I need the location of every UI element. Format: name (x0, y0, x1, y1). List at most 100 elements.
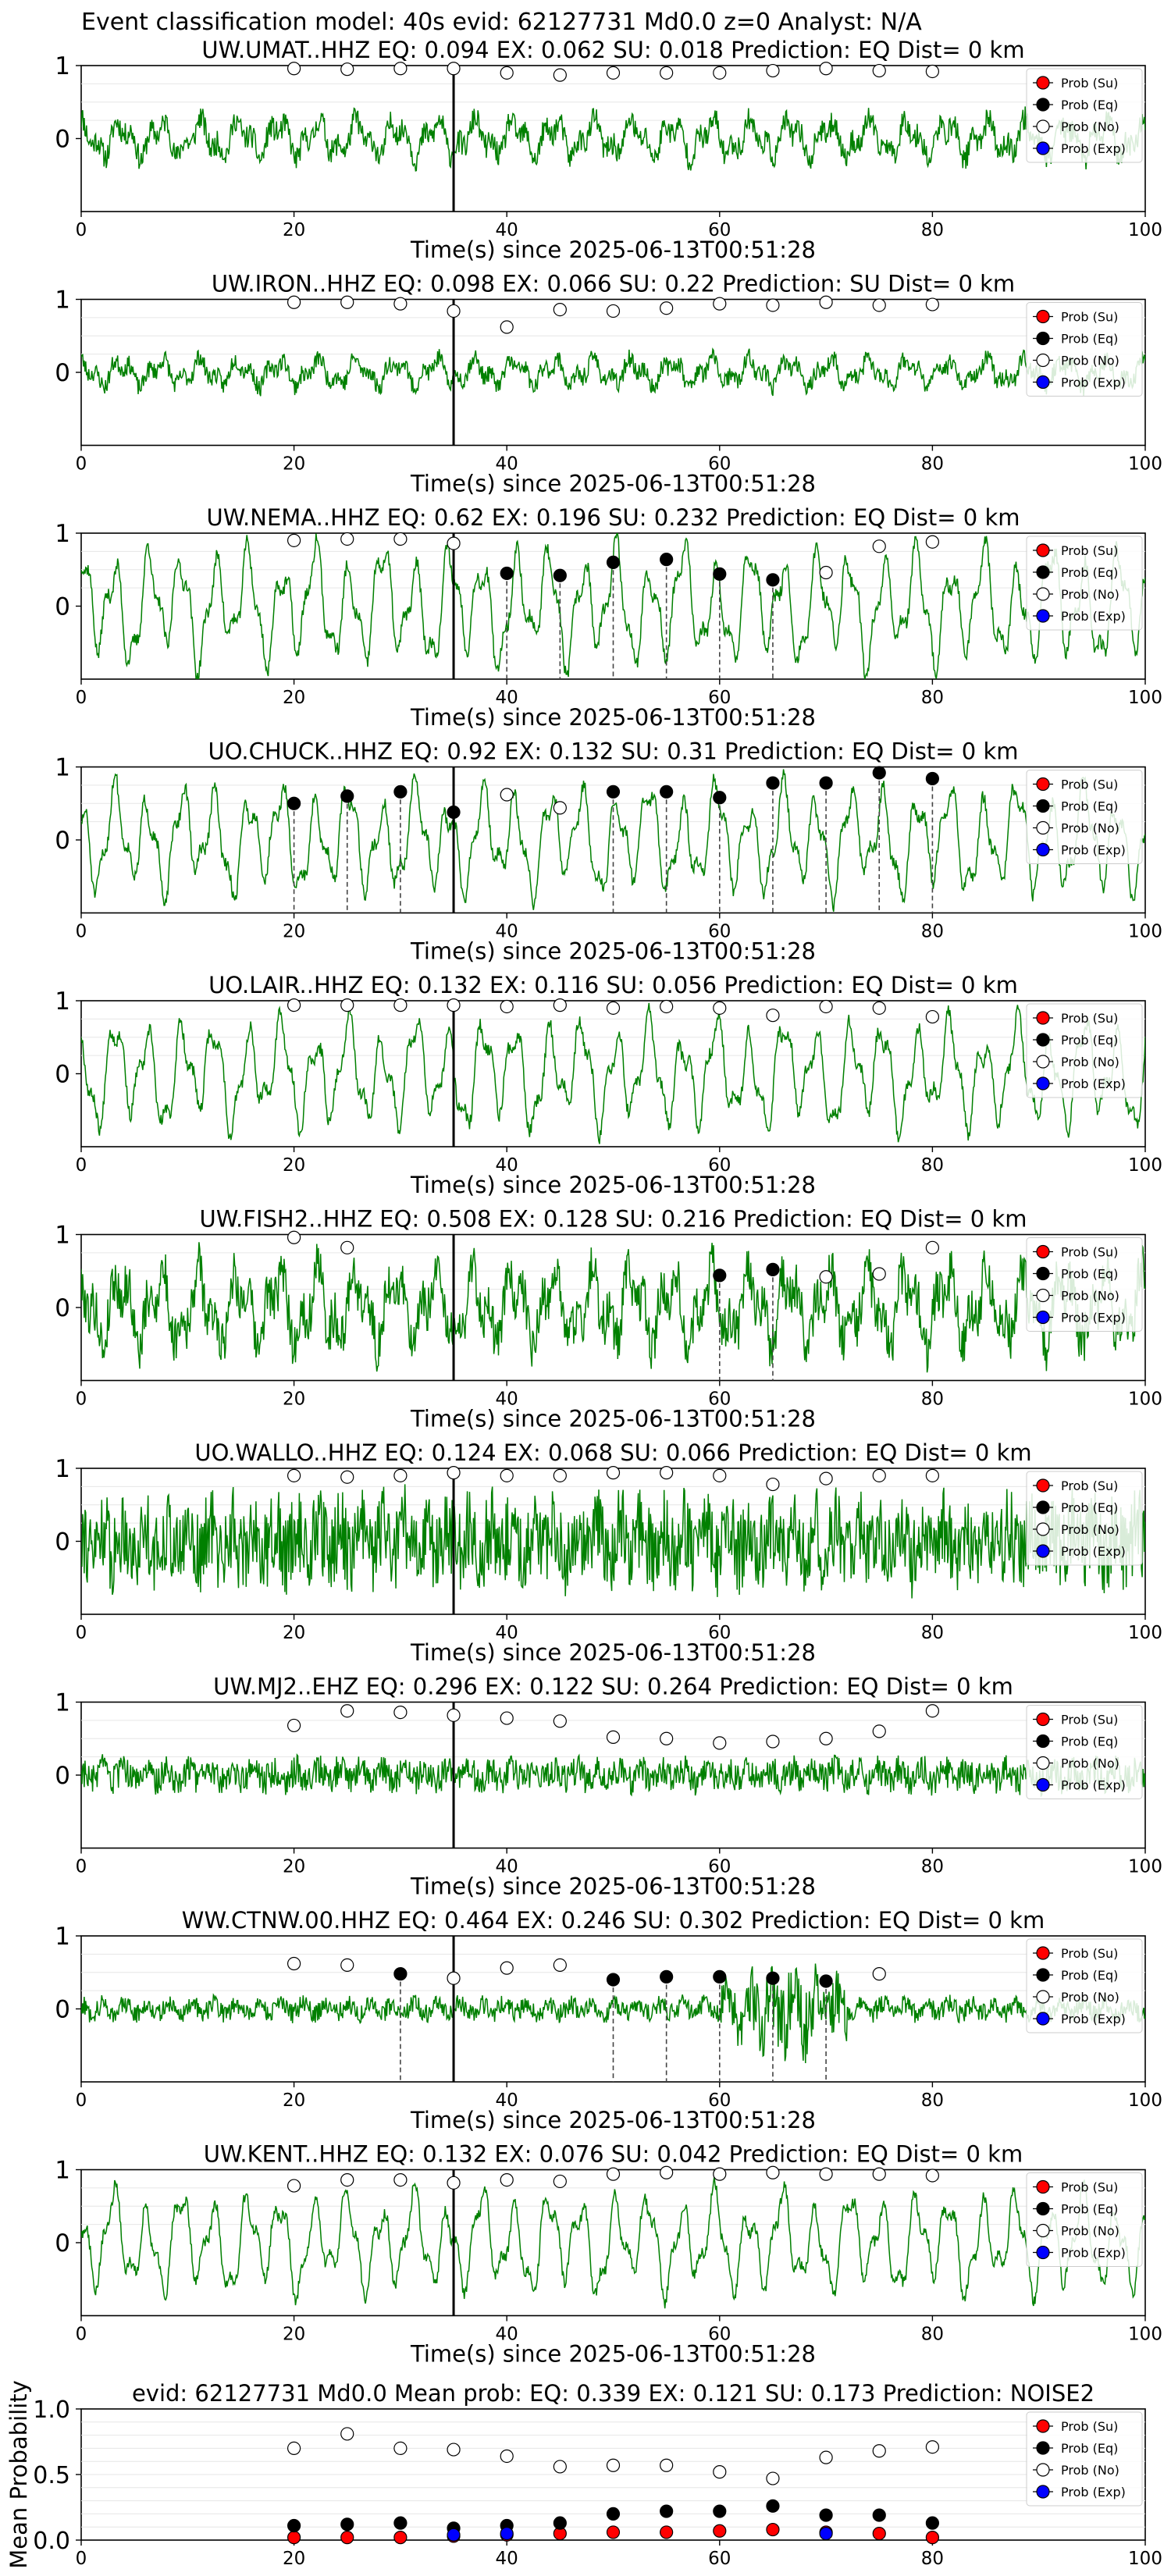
legend-label: Prob (Exp) (1061, 843, 1126, 858)
prob-point (393, 785, 408, 799)
y-tick-label: 1 (55, 1689, 70, 1717)
legend-label: Prob (No) (1061, 821, 1119, 836)
x-tick-label: 20 (283, 1857, 305, 1877)
y-tick-label: 0 (55, 359, 70, 387)
x-tick-label: 80 (921, 1623, 944, 1643)
prob-point (553, 1468, 567, 1482)
x-tick-label: 0 (76, 1155, 87, 1176)
x-tick-label: 40 (496, 1155, 518, 1176)
prob-point (872, 1967, 886, 1981)
prob-point (553, 568, 567, 582)
waveform-trace (81, 347, 1145, 397)
legend-box (1026, 770, 1143, 864)
legend-box (1026, 1938, 1143, 2033)
legend-box (1026, 302, 1143, 397)
x-tick-label: 80 (921, 2090, 944, 2111)
waveform-trace (81, 769, 1145, 912)
x-tick-label: 100 (1128, 2549, 1162, 2569)
x-tick-label: 60 (708, 454, 731, 475)
mean-prob-point (393, 2531, 408, 2545)
panel-title: UW.UMAT..HHZ EQ: 0.094 EX: 0.062 SU: 0.0… (201, 37, 1024, 63)
legend-label: Prob (Exp) (1061, 1076, 1126, 1091)
prob-point (500, 566, 514, 581)
legend-marker-icon (1036, 1968, 1050, 1982)
mean-prob-point (925, 2531, 940, 2545)
legend-box (1026, 535, 1143, 631)
prob-point (766, 1477, 780, 1492)
legend-marker-icon (1036, 1777, 1050, 1792)
prob-point (819, 1270, 833, 1284)
prob-point (447, 2176, 461, 2190)
prob-point (713, 1969, 727, 1984)
x-tick-label: 80 (921, 1857, 944, 1877)
prob-point (766, 1009, 780, 1023)
legend-label: Prob (No) (1061, 1756, 1119, 1771)
legend-box (1026, 1003, 1143, 1098)
prob-point (606, 1730, 621, 1744)
legend-marker-icon (1036, 1310, 1050, 1325)
prob-point (393, 1705, 408, 1720)
chart-panel-11: evid: 62127731 Md0.0 Mean prob: EQ: 0.33… (5, 2380, 1162, 2569)
x-tick-label: 40 (496, 2325, 518, 2345)
prob-point (606, 304, 621, 318)
legend-marker-icon (1036, 2419, 1050, 2433)
prob-point (447, 304, 461, 318)
panel-title: UW.NEMA..HHZ EQ: 0.62 EX: 0.196 SU: 0.23… (206, 504, 1020, 531)
legend-marker-icon (1036, 1244, 1050, 1259)
mean-prob-point (925, 2516, 940, 2530)
mean-prob-point (819, 2450, 833, 2464)
mean-prob-point (766, 2471, 780, 2485)
prob-point (553, 302, 567, 317)
legend-marker-icon (1036, 1712, 1050, 1727)
y-tick-label: 0 (55, 1294, 70, 1322)
legend-marker-icon (1036, 119, 1050, 133)
mean-prob-point (713, 2524, 727, 2538)
y-tick-label: 1.0 (33, 2396, 70, 2424)
prob-point (287, 295, 301, 309)
legend-marker-icon (1036, 76, 1050, 90)
prob-point (287, 1230, 301, 1244)
prob-point (500, 1711, 514, 1725)
prob-point (713, 297, 727, 311)
legend-marker-icon (1036, 309, 1050, 324)
chart-panel-9: WW.CTNW.00.HHZ EQ: 0.464 EX: 0.246 SU: 0… (55, 1907, 1162, 2133)
x-tick-label: 80 (921, 922, 944, 942)
prob-point (287, 2179, 301, 2193)
y-tick-label: 0.0 (33, 2528, 70, 2555)
prob-point (606, 66, 621, 80)
y-tick-label: 1 (55, 1923, 70, 1951)
legend-marker-icon (1036, 1011, 1050, 1025)
x-tick-label: 80 (921, 1155, 944, 1176)
prob-point (925, 535, 940, 549)
prob-point (500, 320, 514, 334)
legend-marker-icon (1036, 1946, 1050, 1960)
chart-panel-8: UW.MJ2..EHZ EQ: 0.296 EX: 0.122 SU: 0.26… (55, 1674, 1162, 1900)
prob-point (660, 785, 674, 799)
prob-point (713, 567, 727, 581)
x-tick-label: 0 (76, 2325, 87, 2345)
legend-box (1026, 2172, 1143, 2267)
x-tick-label: 0 (76, 688, 87, 708)
legend-label: Prob (Su) (1061, 777, 1118, 792)
mean-prob-point (447, 2528, 461, 2542)
legend-label: Prob (No) (1061, 1990, 1119, 2005)
mean-prob-point (606, 2458, 621, 2472)
mean-prob-point (606, 2507, 621, 2521)
x-tick-label: 0 (76, 2090, 87, 2111)
legend-label: Prob (Su) (1061, 1946, 1118, 1961)
waveform-trace (81, 1002, 1145, 1144)
prob-point (925, 1240, 940, 1254)
x-tick-label: 0 (76, 2549, 87, 2569)
prob-point (872, 766, 886, 780)
legend-marker-icon (1036, 2012, 1050, 2026)
prob-point (766, 1735, 780, 1749)
waveform-trace (81, 106, 1145, 172)
legend-label: Prob (Su) (1061, 543, 1118, 558)
prob-point (819, 1471, 833, 1485)
mean-prob-point (872, 2508, 886, 2522)
chart-panel-4: UO.CHUCK..HHZ EQ: 0.92 EX: 0.132 SU: 0.3… (55, 738, 1162, 965)
legend-marker-icon (1036, 353, 1050, 368)
x-axis-label: Time(s) since 2025-06-13T00:51:28 (410, 237, 816, 263)
legend-label: Prob (Su) (1061, 1011, 1118, 1026)
x-tick-label: 20 (283, 2325, 305, 2345)
